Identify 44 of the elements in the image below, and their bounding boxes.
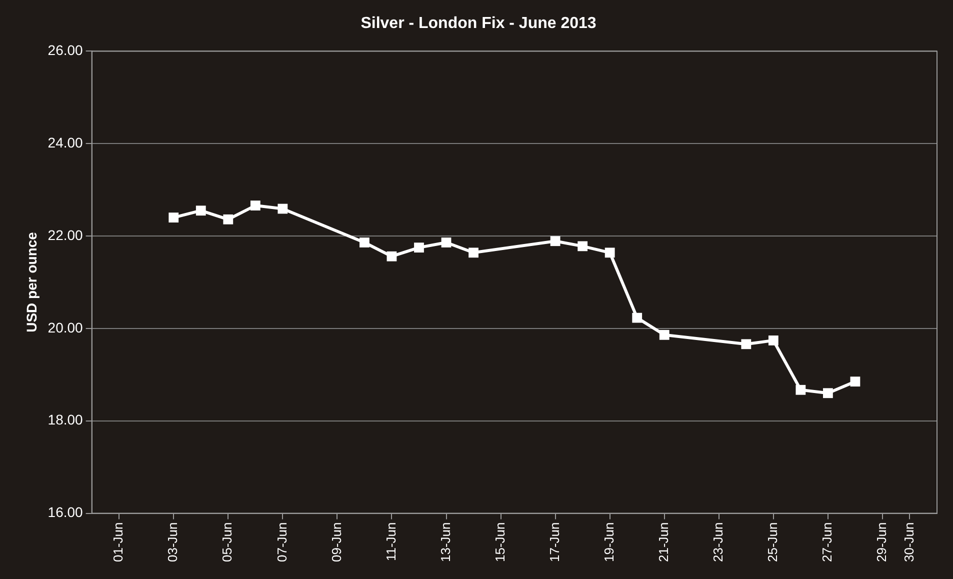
point xyxy=(578,241,588,252)
x-tick-label: 01-Jun xyxy=(110,522,126,562)
y-tick-label: 16.00 xyxy=(48,504,84,520)
point xyxy=(386,251,397,262)
point xyxy=(850,376,860,387)
point xyxy=(768,335,778,346)
x-tick-label: 07-Jun xyxy=(274,522,290,562)
point xyxy=(168,212,179,222)
x-tick-label: 19-Jun xyxy=(601,522,616,562)
point xyxy=(250,200,260,210)
x-tick-label: 17-Jun xyxy=(546,522,562,562)
point xyxy=(632,312,642,323)
x-tick-label: 23-Jun xyxy=(710,522,726,562)
point xyxy=(659,330,670,340)
x-tick-label: 25-Jun xyxy=(765,522,780,562)
x-tick-label: 29-Jun xyxy=(874,522,890,562)
x-tick-label: 15-Jun xyxy=(492,522,508,562)
point xyxy=(223,214,234,224)
x-tick-label: 13-Jun xyxy=(438,522,453,562)
y-axis-title: USD per ounce xyxy=(23,232,40,332)
y-tick-label: 24.00 xyxy=(48,134,84,150)
y-tick-label: 22.00 xyxy=(48,226,84,243)
point xyxy=(278,204,288,214)
point xyxy=(441,238,452,248)
x-tick-label: 11-Jun xyxy=(383,522,398,562)
point xyxy=(550,236,560,246)
y-tick-label: 18.00 xyxy=(48,412,84,428)
point xyxy=(822,388,833,398)
point xyxy=(796,384,806,395)
point xyxy=(604,248,615,258)
y-tick-label: 26.00 xyxy=(48,42,84,58)
x-tick-label: 21-Jun xyxy=(656,522,671,562)
point xyxy=(196,206,206,216)
chart-title: Silver - London Fix - June 2013 xyxy=(360,15,596,32)
x-tick-label: 27-Jun xyxy=(820,522,835,562)
point xyxy=(468,248,478,258)
x-tick-label: 03-Jun xyxy=(165,522,180,562)
point xyxy=(360,238,370,248)
x-tick-label: 30-Jun xyxy=(901,522,916,562)
y-tick-label: 20.00 xyxy=(48,319,84,336)
point xyxy=(741,339,752,350)
x-tick-label: 05-Jun xyxy=(220,522,235,562)
point xyxy=(414,242,424,253)
x-tick-label: 09-Jun xyxy=(328,522,344,562)
